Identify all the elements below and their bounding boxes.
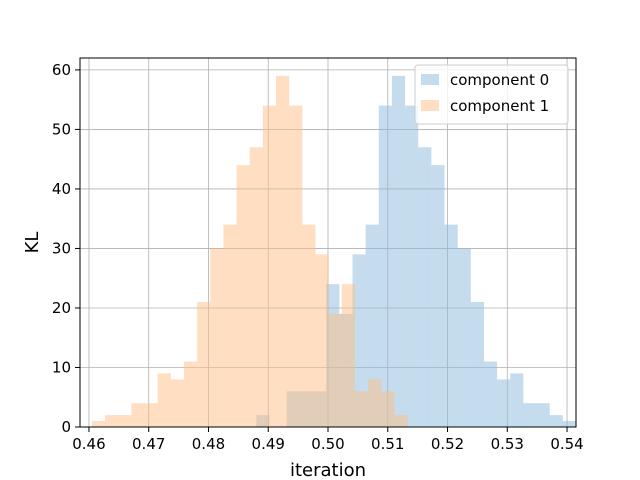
histogram-bar-component-0: [365, 224, 379, 427]
histogram-bar-component-1: [394, 415, 408, 427]
histogram-bar-component-1: [315, 254, 329, 427]
histogram-bar-component-1: [91, 421, 106, 427]
histogram-bar-component-1: [249, 147, 263, 427]
histogram-bar-component-1: [105, 415, 119, 427]
histogram-bar-component-1: [210, 248, 224, 427]
histogram-bar-component-1: [368, 379, 382, 427]
legend-swatch-component-0: [421, 74, 439, 85]
histogram-bar-component-0: [470, 302, 484, 427]
legend-label-component-0: component 0: [450, 71, 549, 89]
histogram-bar-component-1: [302, 224, 316, 427]
histogram-bar-component-0: [352, 254, 366, 427]
y-tick-label: 60: [52, 61, 71, 79]
histogram-bar-component-0: [378, 105, 392, 427]
histogram-bar-component-1: [236, 165, 250, 427]
histogram-bar-component-0: [391, 75, 406, 428]
x-tick-label: 0.46: [72, 435, 105, 453]
x-tick-label: 0.54: [550, 435, 583, 453]
histogram-bar-component-0: [562, 421, 576, 427]
x-tick-label: 0.52: [431, 435, 464, 453]
series-component-1-bars: [91, 75, 408, 428]
x-tick-label: 0.49: [252, 435, 285, 453]
histogram-bar-component-1: [144, 403, 158, 427]
histogram-bar-component-0: [536, 403, 550, 427]
legend: component 0 component 1: [414, 64, 569, 125]
y-tick-label: 40: [52, 180, 71, 198]
histogram-bar-component-0: [457, 248, 471, 427]
x-tick-label: 0.50: [311, 435, 344, 453]
legend-box: [414, 64, 569, 125]
histogram-bar-component-0: [510, 373, 524, 427]
histogram-bar-component-1: [262, 105, 277, 427]
x-axis-label: iteration: [290, 460, 366, 480]
y-tick-label: 0: [61, 418, 71, 436]
histogram-bar-component-1: [183, 361, 198, 427]
histogram-bar-component-1: [118, 415, 132, 427]
x-tick-label: 0.51: [371, 435, 404, 453]
histogram-bar-component-1: [354, 391, 369, 427]
histogram-bar-component-0: [418, 147, 432, 427]
histogram-bar-component-1: [328, 313, 342, 427]
histogram-bar-component-0: [497, 379, 511, 427]
y-axis-label: KL: [22, 232, 43, 254]
histogram-bar-component-0: [444, 224, 458, 427]
histogram-bar-component-0: [431, 165, 445, 427]
histogram-bar-component-1: [341, 284, 355, 427]
y-tick-label: 10: [52, 358, 71, 376]
histogram-bar-component-1: [197, 302, 211, 427]
histogram-bar-component-0: [549, 415, 563, 427]
y-tick-label: 20: [52, 299, 71, 317]
x-tick-label: 0.53: [491, 435, 524, 453]
legend-label-component-1: component 1: [450, 97, 549, 115]
histogram-bar-component-0: [523, 403, 537, 427]
y-axis-ticks: 0 10 20 30 40 50 60: [52, 61, 80, 436]
x-tick-label: 0.47: [132, 435, 165, 453]
histogram-bar-component-1: [381, 391, 395, 427]
histogram-bar-component-1: [170, 379, 184, 427]
histogram-bar-component-1: [223, 224, 237, 427]
x-tick-label: 0.48: [192, 435, 225, 453]
legend-swatch-component-1: [421, 100, 439, 111]
y-tick-label: 50: [52, 120, 71, 138]
histogram-bar-component-0: [405, 105, 419, 427]
histogram-bar-component-1: [131, 403, 145, 427]
histogram-bar-component-1: [157, 373, 171, 427]
x-axis-ticks: 0.46 0.47 0.48 0.49 0.50 0.51 0.52 0.53 0.54: [72, 427, 584, 453]
histogram-bar-component-1: [289, 105, 303, 427]
y-tick-label: 30: [52, 239, 71, 257]
histogram-bar-component-0: [483, 361, 498, 427]
histogram-bar-component-1: [276, 75, 290, 428]
